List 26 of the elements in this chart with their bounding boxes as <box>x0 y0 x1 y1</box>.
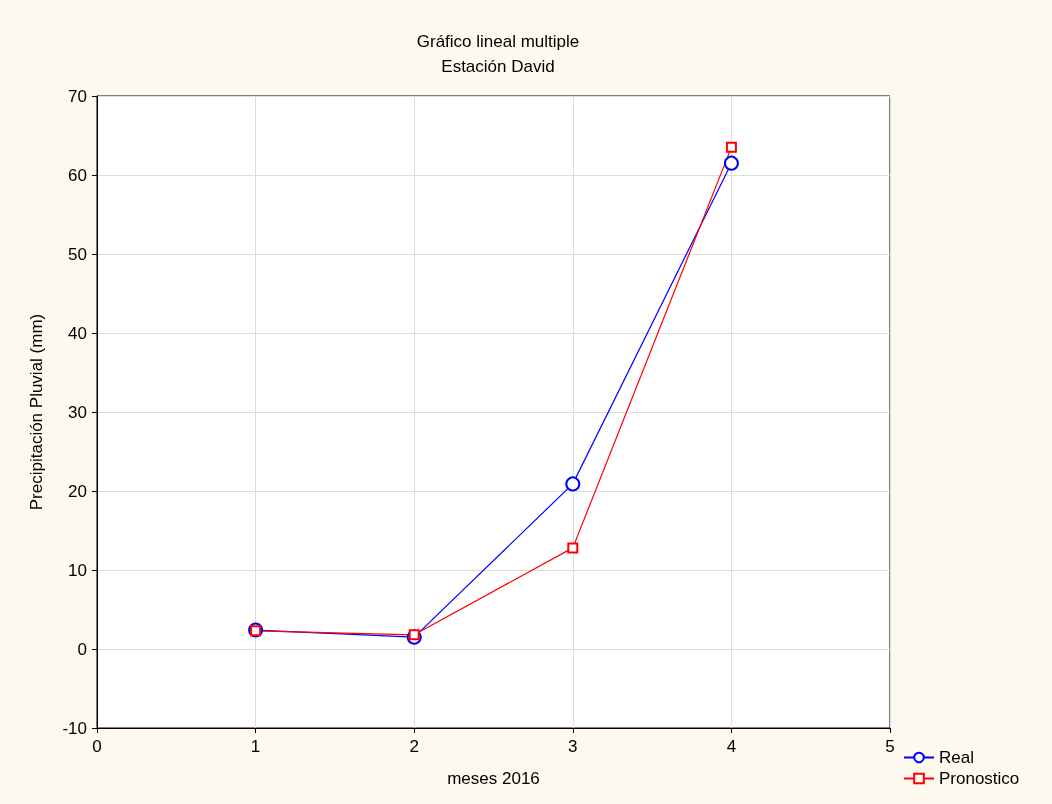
y-tick-label: 0 <box>77 639 87 659</box>
x-axis-title: meses 2016 <box>447 769 540 788</box>
legend-label: Real <box>939 748 974 767</box>
point <box>723 155 739 171</box>
y-tick-label: 20 <box>68 481 87 501</box>
y-tick-label: -10 <box>62 718 87 738</box>
x-tick-label: 2 <box>409 737 419 756</box>
y-axis-title: Precipitación Pluvial (mm) <box>27 313 46 511</box>
chart-title: Gráfico lineal multiple <box>416 32 580 51</box>
point <box>565 476 581 492</box>
y-tick-label: 70 <box>68 86 87 106</box>
x-tick-label: 3 <box>568 737 578 756</box>
y-tick-label: 30 <box>68 402 87 422</box>
point <box>408 629 420 641</box>
x-tick-label: 4 <box>726 737 737 756</box>
x-tick-label: 0 <box>92 737 102 756</box>
y-tick-label: 40 <box>68 323 87 343</box>
chart-subtitle: Estación David <box>441 57 555 76</box>
x-tick-label: 5 <box>885 737 895 756</box>
y-tick-label: 10 <box>68 560 87 580</box>
y-tick-label: 50 <box>68 244 87 264</box>
point <box>567 542 579 554</box>
x-tick-label: 1 <box>250 737 261 756</box>
y-tick-label: 60 <box>68 165 87 185</box>
legend-label: Pronostico <box>939 769 1020 788</box>
point <box>725 141 737 153</box>
